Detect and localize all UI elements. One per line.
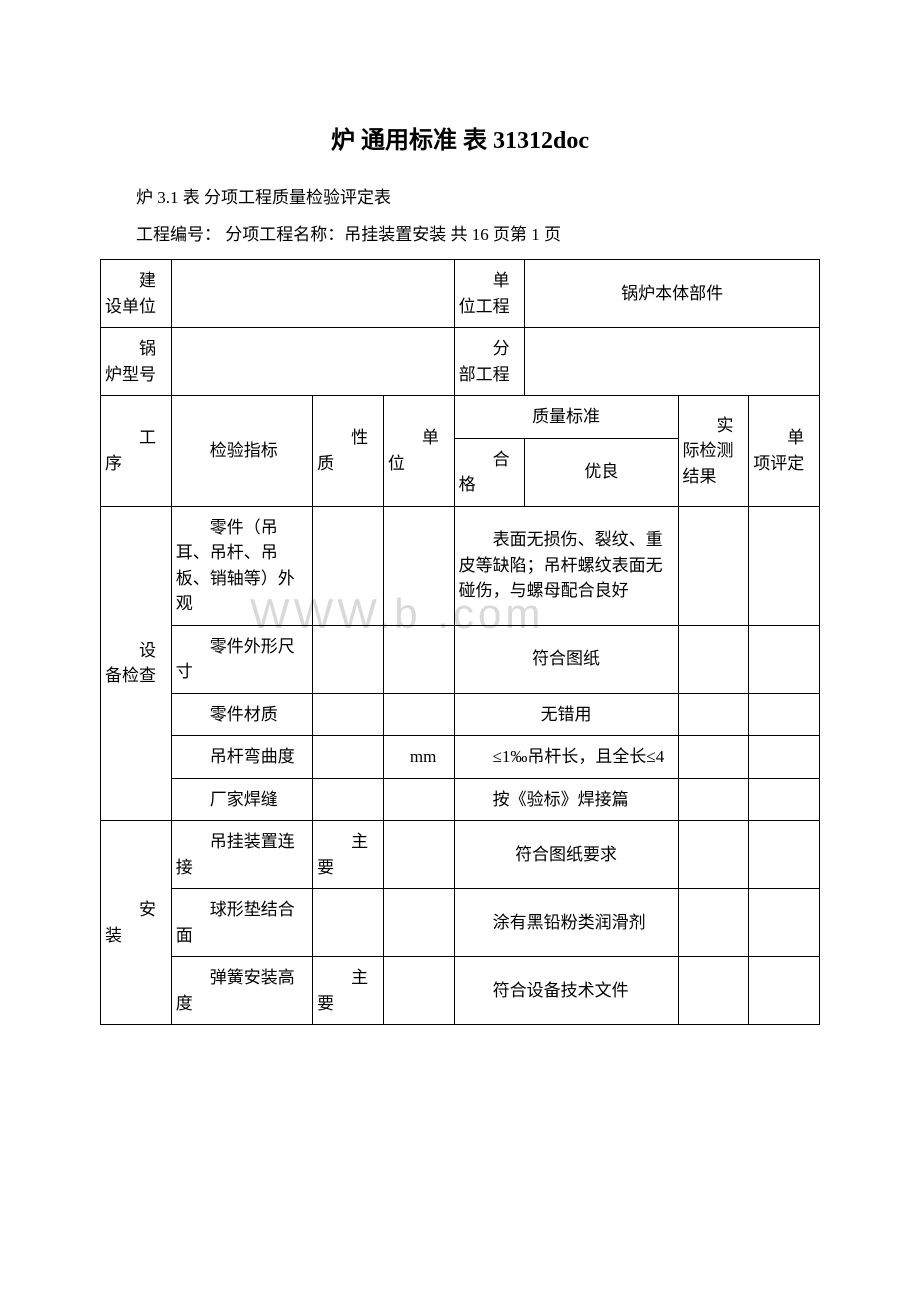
page-title: 炉 通用标准 表 31312doc [100, 120, 820, 155]
cell-danweigongcheng: 单位工程 [454, 260, 525, 328]
cell-result [678, 625, 749, 693]
cell-indicator: 吊杆弯曲度 [171, 736, 312, 779]
table-row-header1: 建设单位 单位工程 锅炉本体部件 [101, 260, 820, 328]
cell-xingzhi: 性质 [313, 396, 384, 507]
cell-eval [749, 889, 820, 957]
cell-xingzhi-val [313, 625, 384, 693]
cell-result [678, 736, 749, 779]
cell-unit-val [383, 693, 454, 736]
cell-xingzhi-val [313, 693, 384, 736]
cell-eval [749, 957, 820, 1025]
table-row: 吊杆弯曲度 mm ≤1‰吊杆长，且全长≤4 [101, 736, 820, 779]
cell-xingzhi-val [313, 506, 384, 625]
cell-eval [749, 778, 820, 821]
cell-eval [749, 506, 820, 625]
cell-unit-val [383, 889, 454, 957]
cell-shijijianceresult: 实际检测结果 [678, 396, 749, 507]
cell-xingzhi-val [313, 736, 384, 779]
cell-std: 符合图纸 [454, 625, 678, 693]
cell-indicator: 零件（吊耳、吊杆、吊板、销轴等）外观 [171, 506, 312, 625]
cell-std: 按《验标》焊接篇 [454, 778, 678, 821]
cell-youliang: 优良 [525, 438, 678, 506]
cell-fenbugongcheng: 分部工程 [454, 328, 525, 396]
cell-std: 无错用 [454, 693, 678, 736]
table-row: 厂家焊缝 按《验标》焊接篇 [101, 778, 820, 821]
cell-guoluxinghao: 锅炉型号 [101, 328, 172, 396]
cell-xingzhi-val [313, 778, 384, 821]
cell-jianshedanwei: 建设单位 [101, 260, 172, 328]
cell-std: 符合设备技术文件 [454, 957, 678, 1025]
cell-gongxu: 工序 [101, 396, 172, 507]
table-row-header2: 锅炉型号 分部工程 [101, 328, 820, 396]
cell-unit-val: mm [383, 736, 454, 779]
subtitle: 炉 3.1 表 分项工程质量检验评定表 [100, 183, 820, 208]
cell-unit-val [383, 957, 454, 1025]
cell-eval [749, 736, 820, 779]
cell-std: ≤1‰吊杆长，且全长≤4 [454, 736, 678, 779]
cell-blank [171, 328, 454, 396]
cell-std: 涂有黑铅粉类润滑剂 [454, 889, 678, 957]
cell-indicator: 厂家焊缝 [171, 778, 312, 821]
cell-unit-val [383, 625, 454, 693]
cell-xingzhi-val: 主要 [313, 957, 384, 1025]
table-row-header3: 工序 检验指标 性质 单位 质量标准 实际检测结果 单项评定 [101, 396, 820, 439]
cell-zhiliangbiaozhun: 质量标准 [454, 396, 678, 439]
cell-danwei: 单位 [383, 396, 454, 507]
cell-danxiangpingding: 单项评定 [749, 396, 820, 507]
cell-unit-val [383, 821, 454, 889]
cell-indicator: 弹簧安装高度 [171, 957, 312, 1025]
meta-line: 工程编号： 分项工程名称：吊挂装置安装 共 16 页第 1 页 [100, 220, 820, 245]
table-row: 球形垫结合面 涂有黑铅粉类润滑剂 [101, 889, 820, 957]
cell-jianyanzhibiao: 检验指标 [171, 396, 312, 507]
cell-hege: 合格 [454, 438, 525, 506]
cell-anzhuang: 安装 [101, 821, 172, 1025]
cell-xingzhi-val: 主要 [313, 821, 384, 889]
cell-indicator: 零件材质 [171, 693, 312, 736]
cell-result [678, 778, 749, 821]
cell-result [678, 957, 749, 1025]
cell-result [678, 821, 749, 889]
cell-std: 表面无损伤、裂纹、重皮等缺陷；吊杆螺纹表面无碰伤，与螺母配合良好 [454, 506, 678, 625]
cell-result [678, 506, 749, 625]
cell-unit-val [383, 506, 454, 625]
table-row: 弹簧安装高度 主要 符合设备技术文件 [101, 957, 820, 1025]
cell-result [678, 889, 749, 957]
table-row: 设备检查 零件（吊耳、吊杆、吊板、销轴等）外观 表面无损伤、裂纹、重皮等缺陷；吊… [101, 506, 820, 625]
table-row: 零件材质 无错用 [101, 693, 820, 736]
inspection-table: 建设单位 单位工程 锅炉本体部件 锅炉型号 分部工程 工序 检验指标 性质 单位… [100, 259, 820, 1025]
table-row: 安装 吊挂装置连接 主要 符合图纸要求 [101, 821, 820, 889]
cell-eval [749, 821, 820, 889]
cell-result [678, 693, 749, 736]
cell-xingzhi-val [313, 889, 384, 957]
cell-blank [171, 260, 454, 328]
cell-indicator: 零件外形尺寸 [171, 625, 312, 693]
cell-blank [525, 328, 820, 396]
cell-shebeijiancha: 设备检查 [101, 506, 172, 821]
cell-indicator: 球形垫结合面 [171, 889, 312, 957]
cell-std: 符合图纸要求 [454, 821, 678, 889]
cell-eval [749, 625, 820, 693]
cell-unit-val [383, 778, 454, 821]
cell-eval [749, 693, 820, 736]
table-row: 零件外形尺寸 符合图纸 [101, 625, 820, 693]
cell-indicator: 吊挂装置连接 [171, 821, 312, 889]
cell-guolubentibujian: 锅炉本体部件 [525, 260, 820, 328]
